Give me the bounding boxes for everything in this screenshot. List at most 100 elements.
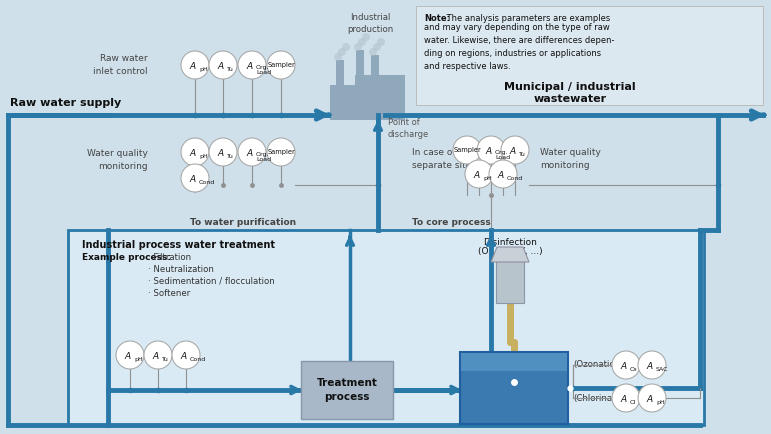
- Text: To core process: To core process: [412, 218, 491, 227]
- Circle shape: [116, 341, 144, 369]
- Text: Note:: Note:: [424, 14, 450, 23]
- Circle shape: [209, 138, 237, 166]
- FancyBboxPatch shape: [301, 361, 393, 419]
- Text: A: A: [510, 147, 516, 156]
- Text: and may vary depending on the type of raw
water. Likewise, there are differences: and may vary depending on the type of ra…: [424, 23, 614, 71]
- Text: Example process:: Example process:: [82, 253, 171, 262]
- Circle shape: [238, 138, 266, 166]
- Text: Tu: Tu: [227, 67, 234, 72]
- Text: Cond: Cond: [199, 181, 215, 185]
- Text: Tu: Tu: [162, 358, 169, 362]
- Text: pH: pH: [656, 401, 665, 405]
- Polygon shape: [355, 75, 405, 120]
- Text: The analysis parameters are examples: The analysis parameters are examples: [444, 14, 611, 23]
- Text: A: A: [647, 395, 653, 404]
- Text: pH: pH: [199, 155, 207, 159]
- Text: Municipal / industrial
wastewater: Municipal / industrial wastewater: [504, 82, 636, 104]
- Text: A: A: [190, 149, 196, 158]
- Text: Raw water supply: Raw water supply: [10, 98, 121, 108]
- Circle shape: [354, 43, 362, 51]
- Text: In case of
separate sites: In case of separate sites: [412, 148, 476, 170]
- Text: Point of
discharge: Point of discharge: [388, 118, 429, 139]
- Polygon shape: [356, 50, 364, 85]
- Text: Industrial
production: Industrial production: [347, 13, 393, 34]
- Circle shape: [209, 51, 237, 79]
- Circle shape: [334, 53, 342, 61]
- Text: · Sedimentation / flocculation: · Sedimentation / flocculation: [148, 277, 274, 286]
- Circle shape: [144, 341, 172, 369]
- Circle shape: [477, 136, 505, 164]
- Text: Sampler: Sampler: [267, 149, 295, 155]
- Text: Org.
Load: Org. Load: [256, 65, 271, 75]
- FancyBboxPatch shape: [460, 352, 568, 424]
- Text: A: A: [153, 352, 159, 361]
- Text: · Neutralization: · Neutralization: [148, 265, 214, 274]
- Circle shape: [638, 351, 666, 379]
- Text: A: A: [218, 62, 224, 71]
- Text: pH: pH: [134, 358, 143, 362]
- Circle shape: [342, 43, 350, 51]
- FancyBboxPatch shape: [461, 353, 567, 371]
- Polygon shape: [491, 247, 529, 262]
- Text: pH: pH: [199, 67, 207, 72]
- Text: pH: pH: [483, 176, 492, 181]
- Polygon shape: [336, 60, 344, 85]
- Text: A: A: [498, 171, 504, 180]
- Text: A: A: [190, 62, 196, 71]
- Text: A: A: [486, 147, 492, 156]
- Text: A: A: [247, 62, 253, 71]
- Text: A: A: [190, 175, 196, 184]
- Text: O₃: O₃: [630, 368, 638, 372]
- Text: (Ozonation): (Ozonation): [573, 361, 624, 369]
- Circle shape: [181, 164, 209, 192]
- Circle shape: [373, 43, 381, 51]
- Text: Cond: Cond: [507, 176, 524, 181]
- Text: A: A: [218, 149, 224, 158]
- Circle shape: [377, 38, 385, 46]
- Circle shape: [238, 51, 266, 79]
- Circle shape: [453, 136, 481, 164]
- Text: · Filtration: · Filtration: [148, 253, 191, 262]
- FancyBboxPatch shape: [68, 230, 704, 425]
- Text: Industrial process water treatment: Industrial process water treatment: [82, 240, 275, 250]
- Text: Treatment
process: Treatment process: [317, 378, 378, 401]
- Text: Tu: Tu: [227, 155, 234, 159]
- Circle shape: [489, 160, 517, 188]
- Text: Disinfection: Disinfection: [483, 238, 537, 247]
- Text: Tu: Tu: [519, 152, 526, 158]
- Circle shape: [267, 51, 295, 79]
- Text: Sampler: Sampler: [267, 62, 295, 68]
- Text: A: A: [474, 171, 480, 180]
- Text: A: A: [181, 352, 187, 361]
- Text: A: A: [621, 395, 627, 404]
- Text: A: A: [125, 352, 131, 361]
- Circle shape: [358, 38, 366, 46]
- Polygon shape: [371, 55, 379, 85]
- Circle shape: [338, 48, 346, 56]
- Text: (Chlorination): (Chlorination): [573, 394, 632, 402]
- Text: · Softener: · Softener: [148, 289, 190, 298]
- Circle shape: [181, 138, 209, 166]
- FancyBboxPatch shape: [416, 6, 763, 105]
- Text: Sampler: Sampler: [453, 147, 481, 153]
- Text: A: A: [647, 362, 653, 371]
- Text: Org.
Load: Org. Load: [495, 150, 510, 160]
- FancyBboxPatch shape: [496, 261, 524, 303]
- Text: Cl: Cl: [630, 401, 636, 405]
- Circle shape: [501, 136, 529, 164]
- Text: Water quality
monitoring: Water quality monitoring: [540, 148, 601, 170]
- Text: A: A: [621, 362, 627, 371]
- Text: Water quality
monitoring: Water quality monitoring: [87, 149, 148, 171]
- Text: Raw water
inlet control: Raw water inlet control: [93, 54, 148, 76]
- Text: Cond: Cond: [190, 358, 206, 362]
- Circle shape: [362, 33, 370, 41]
- Polygon shape: [330, 85, 355, 120]
- Text: Org.
Load: Org. Load: [256, 152, 271, 162]
- Circle shape: [181, 51, 209, 79]
- Circle shape: [612, 351, 640, 379]
- Circle shape: [172, 341, 200, 369]
- Text: SAC: SAC: [656, 368, 668, 372]
- Circle shape: [465, 160, 493, 188]
- Text: A: A: [247, 149, 253, 158]
- Circle shape: [369, 48, 377, 56]
